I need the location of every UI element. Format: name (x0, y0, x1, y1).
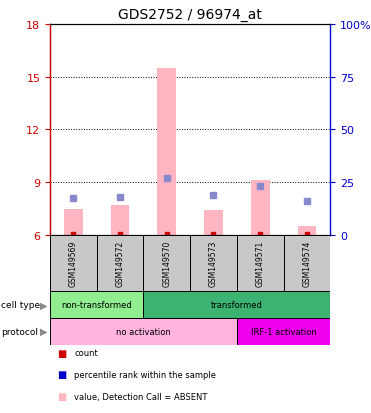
Text: transformed: transformed (211, 300, 263, 309)
Bar (283, 235, 330, 291)
Text: GSM149570: GSM149570 (162, 240, 171, 287)
Text: GSM149574: GSM149574 (302, 240, 311, 287)
Bar (144, 291, 330, 318)
Bar (157, 69, 176, 235)
Text: GSM149572: GSM149572 (116, 240, 125, 286)
Text: GSM149569: GSM149569 (69, 240, 78, 287)
Bar (64, 209, 83, 235)
Text: count: count (74, 349, 98, 358)
Bar (144, 235, 190, 291)
Bar (204, 211, 223, 235)
Text: value, Detection Call = ABSENT: value, Detection Call = ABSENT (74, 392, 208, 401)
Bar (50, 235, 97, 291)
Text: protocol: protocol (1, 327, 38, 336)
Text: ■: ■ (58, 391, 67, 401)
Text: ▶: ▶ (40, 326, 47, 337)
Title: GDS2752 / 96974_at: GDS2752 / 96974_at (118, 8, 262, 22)
Text: GSM149573: GSM149573 (209, 240, 218, 287)
Bar (237, 318, 330, 345)
Text: non-transformed: non-transformed (61, 300, 132, 309)
Text: no activation: no activation (116, 327, 171, 336)
Text: ■: ■ (58, 348, 67, 358)
Text: cell type: cell type (1, 300, 40, 309)
Bar (50, 291, 144, 318)
Bar (251, 181, 269, 235)
Bar (237, 235, 283, 291)
Text: percentile rank within the sample: percentile rank within the sample (74, 370, 216, 379)
Bar (298, 227, 316, 235)
Text: ■: ■ (58, 370, 67, 380)
Bar (111, 206, 129, 235)
Text: GSM149571: GSM149571 (256, 240, 265, 286)
Bar (97, 235, 144, 291)
Text: ▶: ▶ (40, 299, 47, 310)
Bar (50, 318, 237, 345)
Text: IRF-1 activation: IRF-1 activation (251, 327, 316, 336)
Bar (190, 235, 237, 291)
